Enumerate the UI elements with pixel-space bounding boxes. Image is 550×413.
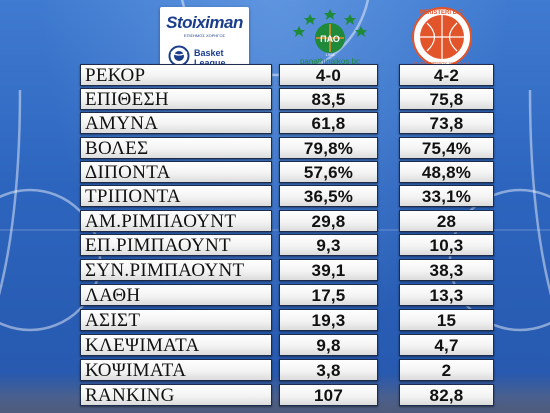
league-line-1: Basket <box>194 48 224 58</box>
league-name: Basket League <box>194 48 246 68</box>
sponsor-brand: Stoiximan <box>166 13 243 32</box>
stat-label: ΤΡΙΠΟΝΤΑ <box>80 185 272 207</box>
stat-label: ΛΑΘΗ <box>80 284 272 306</box>
team2-value: 4-2 <box>399 64 494 86</box>
team2-value: 13,3 <box>399 284 494 306</box>
stat-row: ΔΙΠΟΝΤΑ 57,6% 48,8% <box>0 161 550 183</box>
stat-label: RANKING <box>80 384 272 406</box>
stat-label: ΔΙΠΟΝΤΑ <box>80 161 272 183</box>
team1-value: 29,8 <box>279 210 378 232</box>
team2-value: 4,7 <box>399 334 494 356</box>
team1-value: 107 <box>279 384 378 406</box>
sponsor-logo: Stoiximan ΕΠΙΣΗΜΟΣ ΧΟΡΗΓΟΣ Basket League <box>160 7 249 73</box>
stat-label: ΡΕΚΟΡ <box>80 64 272 86</box>
team1-value: 9,8 <box>279 334 378 356</box>
stat-row: ΣΥΝ.ΡΙΜΠΑΟΥΝΤ 39,1 38,3 <box>0 259 550 281</box>
stat-row: ΚΟΨΙΜΑΤΑ 3,8 2 <box>0 359 550 381</box>
peristeri-logo-text: PERISTERI B.C. <box>419 10 465 16</box>
team1-value: 36,5% <box>279 185 378 207</box>
team2-value: 73,8 <box>399 112 494 134</box>
stat-row: ΤΡΙΠΟΝΤΑ 36,5% 33,1% <box>0 185 550 207</box>
pao-shield-text: ΠΑΟ <box>320 34 340 44</box>
peristeri-logo-icon: PERISTERI B.C. ΓΣ ΠΕΡΙΣΤΕΡΙΟΥ 1971 Κ.Α.Ε… <box>412 7 472 67</box>
team2-value: 10,3 <box>399 234 494 256</box>
stat-label: ΚΟΨΙΜΑΤΑ <box>80 359 272 381</box>
team1-value: 4-0 <box>279 64 378 86</box>
team1-value: 17,5 <box>279 284 378 306</box>
pao-logo-year: 1908 <box>326 52 336 57</box>
team2-value: 33,1% <box>399 185 494 207</box>
team1-value: 3,8 <box>279 359 378 381</box>
stat-label: ΕΠΙΘΕΣΗ <box>80 88 272 110</box>
team2-value: 15 <box>399 309 494 331</box>
team2-value: 75,8 <box>399 88 494 110</box>
stat-label: ΑΜΥΝΑ <box>80 112 272 134</box>
stat-row: ΚΛΕΨΙΜΑΤΑ 9,8 4,7 <box>0 334 550 356</box>
league-line-2: League <box>194 58 226 68</box>
team2-value: 75,4% <box>399 137 494 159</box>
team1-value: 39,1 <box>279 259 378 281</box>
stat-row: ΑΜ.ΡΙΜΠΑΟΥΝΤ 29,8 28 <box>0 210 550 232</box>
team1-value: 79,8% <box>279 137 378 159</box>
team1-value: 9,3 <box>279 234 378 256</box>
team1-value: 61,8 <box>279 112 378 134</box>
stat-row: ΡΕΚΟΡ 4-0 4-2 <box>0 64 550 86</box>
pao-logo-text: panathinaikos bc <box>300 57 360 66</box>
sponsor-brand-sub: ΕΠΙΣΗΜΟΣ ΧΟΡΗΓΟΣ <box>183 33 226 38</box>
stat-row: ΕΠ.ΡΙΜΠΑΟΥΝΤ 9,3 10,3 <box>0 234 550 256</box>
team1-value: 19,3 <box>279 309 378 331</box>
stat-row: RANKING 107 82,8 <box>0 384 550 406</box>
team1-value: 57,6% <box>279 161 378 183</box>
team2-value: 82,8 <box>399 384 494 406</box>
stat-label: ΒΟΛΕΣ <box>80 137 272 159</box>
stat-row: ΑΣΙΣΤ 19,3 15 <box>0 309 550 331</box>
stat-row: ΛΑΘΗ 17,5 13,3 <box>0 284 550 306</box>
stat-label: ΣΥΝ.ΡΙΜΠΑΟΥΝΤ <box>80 259 272 281</box>
stat-label: ΑΣΙΣΤ <box>80 309 272 331</box>
stat-row: ΕΠΙΘΕΣΗ 83,5 75,8 <box>0 88 550 110</box>
peristeri-logo-sub: ΓΣ ΠΕΡΙΣΤΕΡΙΟΥ 1971 Κ.Α.Ε. <box>413 61 470 66</box>
stat-row: ΒΟΛΕΣ 79,8% 75,4% <box>0 137 550 159</box>
team1-value: 83,5 <box>279 88 378 110</box>
team2-value: 38,3 <box>399 259 494 281</box>
stat-row: ΑΜΥΝΑ 61,8 73,8 <box>0 112 550 134</box>
stat-label: ΕΠ.ΡΙΜΠΑΟΥΝΤ <box>80 234 272 256</box>
stat-label: ΑΜ.ΡΙΜΠΑΟΥΝΤ <box>80 210 272 232</box>
panathinaikos-logo-icon: ΠΑΟ 1908 panathinaikos bc <box>293 9 367 66</box>
team2-value: 2 <box>399 359 494 381</box>
team2-value: 28 <box>399 210 494 232</box>
stat-label: ΚΛΕΨΙΜΑΤΑ <box>80 334 272 356</box>
team2-value: 48,8% <box>399 161 494 183</box>
